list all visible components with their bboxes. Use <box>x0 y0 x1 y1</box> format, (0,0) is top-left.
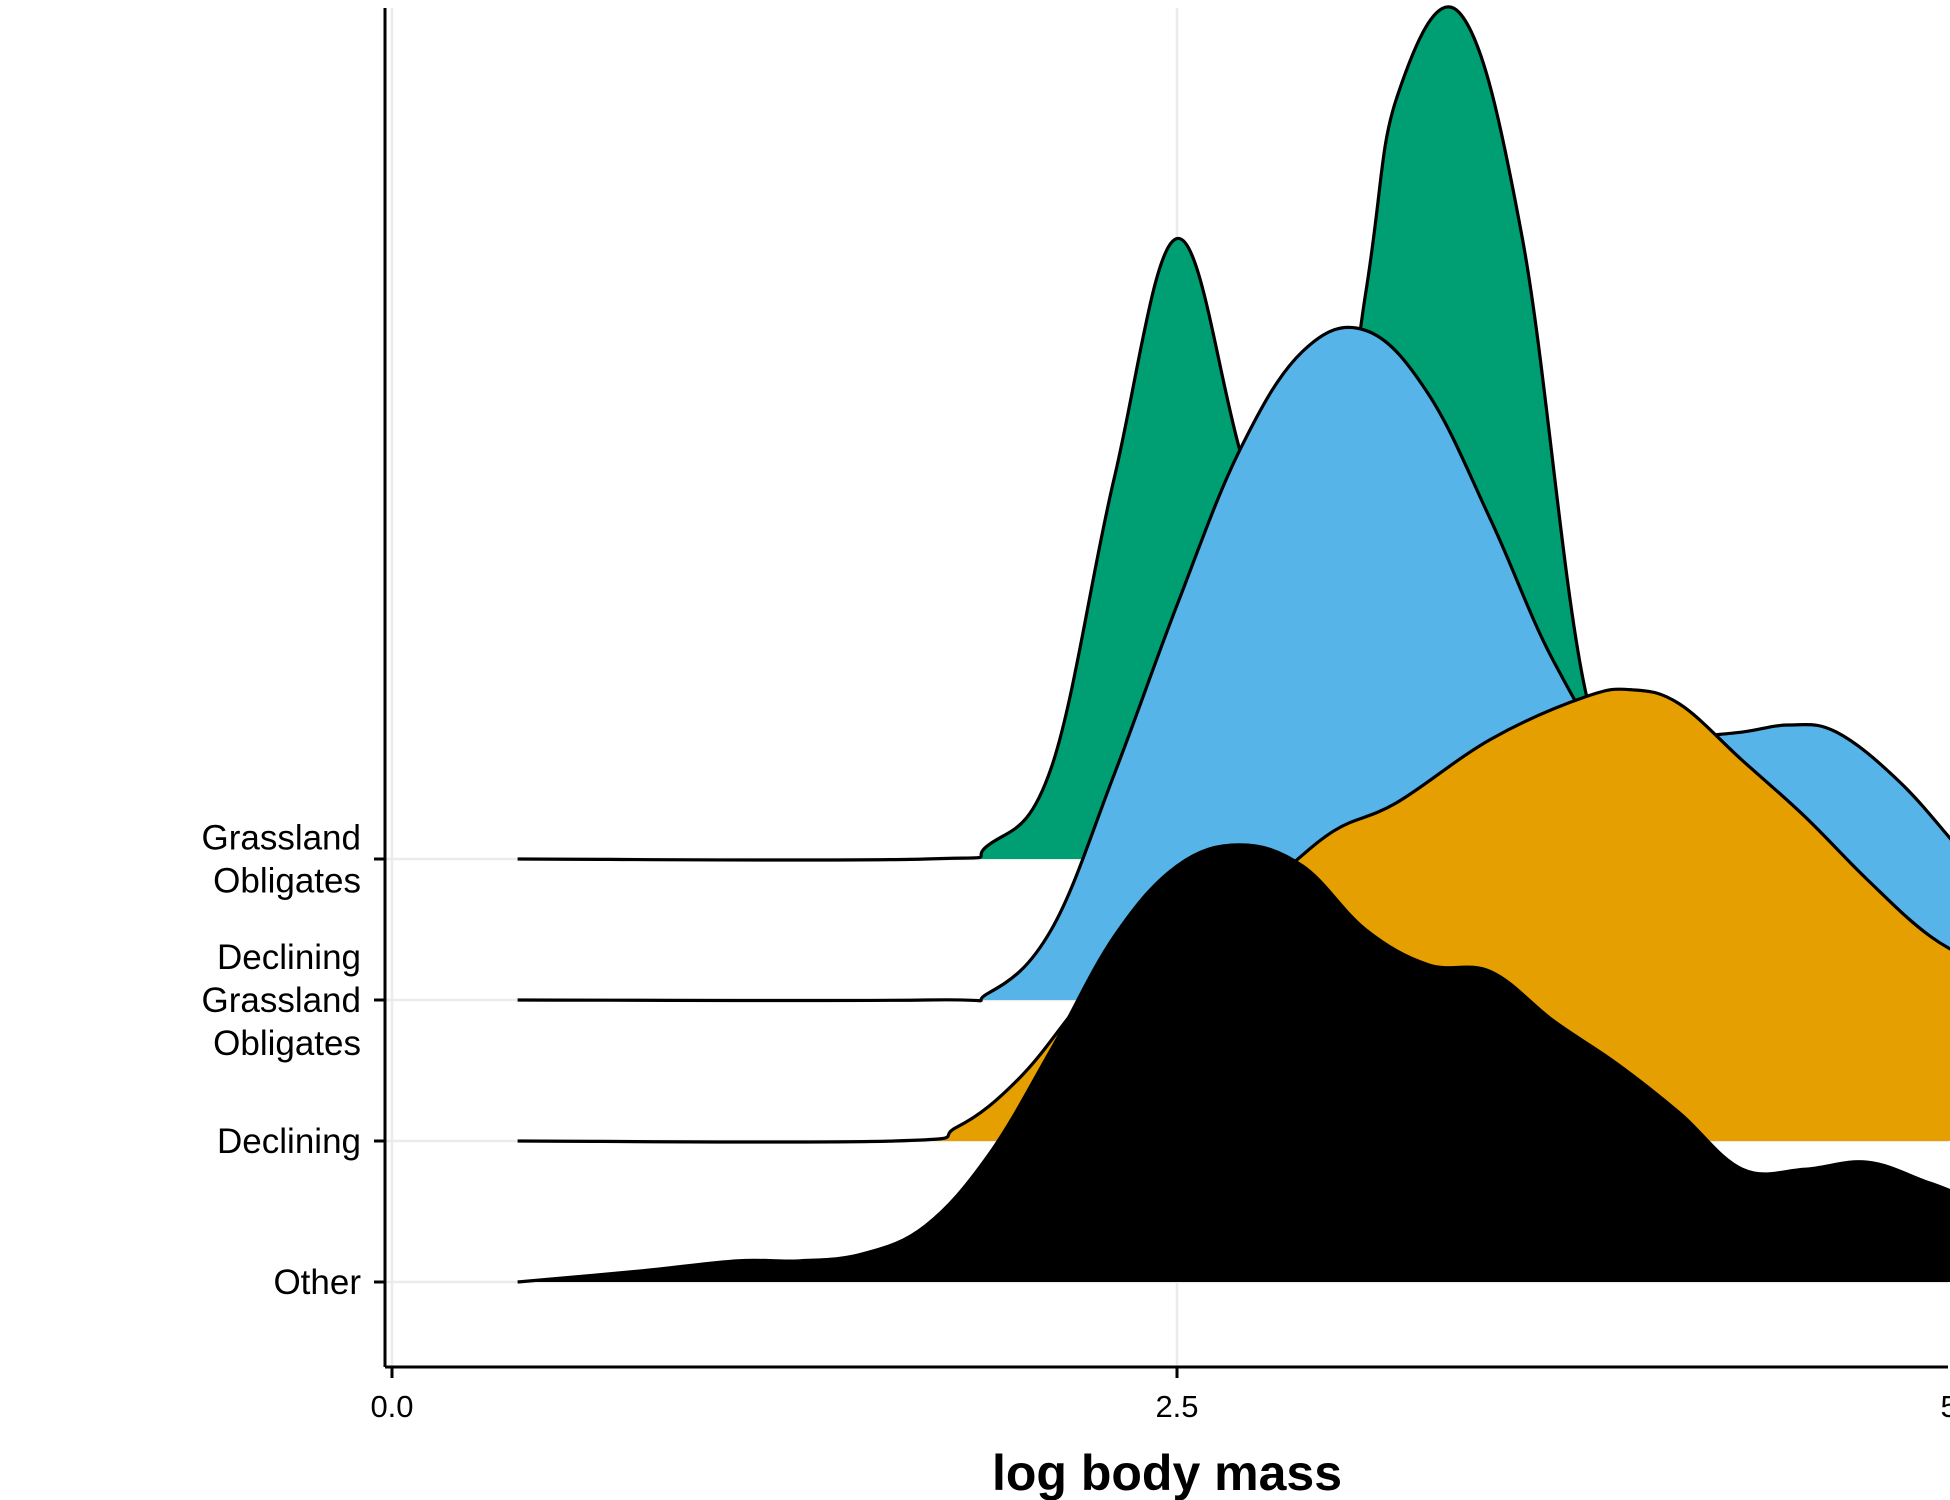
y-category-label: Declining Grassland Obligates <box>201 938 361 1063</box>
y-category-label-line: Obligates <box>213 1024 361 1063</box>
y-category-label: Grassland Obligates <box>201 819 361 901</box>
x-tick-label: 0.0 <box>370 1389 413 1424</box>
y-axis-labels: Other Declining Declining Grassland Obligate… <box>201 819 385 1302</box>
x-tick-label: 5.0 <box>1940 1389 1950 1424</box>
ridge-line-other <box>517 843 1950 1284</box>
density-ridges <box>517 5 1950 1284</box>
y-category-label-line: Other <box>273 1263 361 1302</box>
y-category-label-line: Declining <box>217 1122 361 1161</box>
ridge-line-declining-grassland-obligates <box>517 325 1950 1003</box>
x-tick-label: 2.5 <box>1155 1389 1198 1424</box>
x-axis-ticks: 0.02.55.07.5 <box>370 1367 1950 1424</box>
y-category-label-line: Grassland <box>201 819 361 858</box>
y-category-label-line: Grassland <box>201 981 361 1020</box>
x-axis-title: log body mass <box>992 1445 1342 1500</box>
ridge-fill-grassland-obligates <box>517 6 1950 861</box>
y-category-label-line: Declining <box>217 938 361 977</box>
ridge-fill-other <box>517 844 1950 1282</box>
y-category-label: Other <box>273 1263 361 1302</box>
y-category-label-line: Obligates <box>213 862 361 901</box>
ridge-line-grassland-obligates <box>517 5 1950 862</box>
y-category-label: Declining <box>217 1122 361 1161</box>
